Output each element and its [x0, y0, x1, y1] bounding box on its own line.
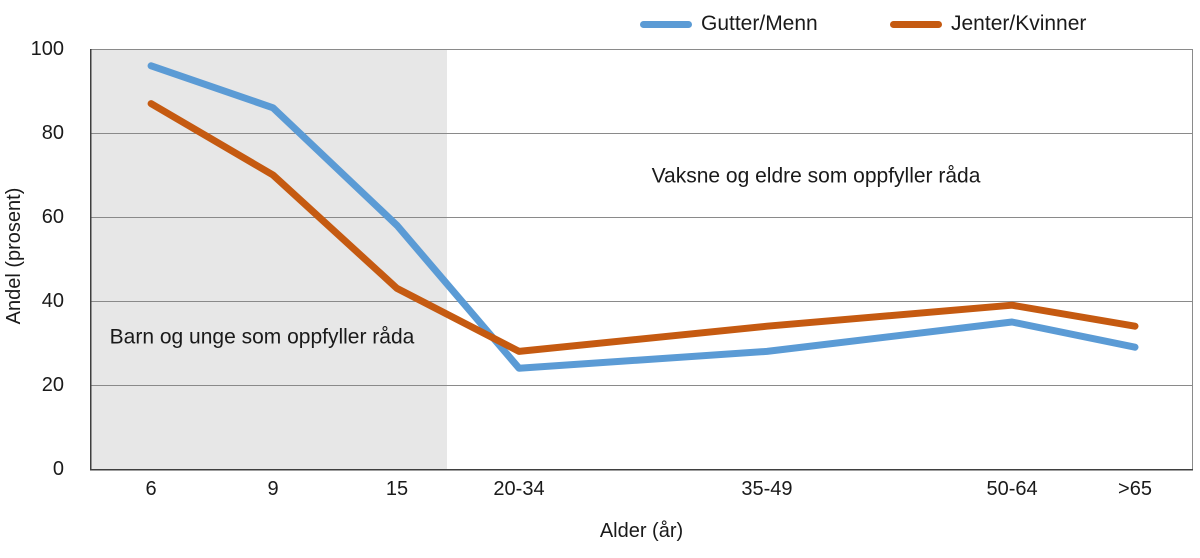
series-line-0 [147, 62, 1139, 372]
legend-item-jenter-kvinner: Jenter/Kvinner [890, 11, 1086, 37]
legend-label-gutter-menn: Gutter/Menn [701, 12, 818, 35]
y-tick-label: 80 [41, 122, 64, 144]
legend-label-jenter-kvinner: Jenter/Kvinner [951, 12, 1087, 35]
x-tick-label: 9 [267, 478, 279, 500]
annotation-children: Barn og unge som oppfyller råda [109, 325, 415, 349]
shaded-region-children [90, 49, 447, 469]
y-axis-title: Andel (prosent) [3, 187, 25, 325]
y-tick-label: 20 [41, 374, 64, 396]
x-tick-label: 6 [145, 478, 157, 500]
series-line-1 [147, 100, 1139, 355]
x-axis-title: Alder (år) [599, 520, 684, 542]
annotation-adults: Vaksne og eldre som oppfyller råda [651, 164, 981, 188]
legend-swatch-blue-line [640, 20, 692, 28]
x-tick-label: >65 [1118, 478, 1152, 500]
y-tick-label: 100 [30, 38, 64, 60]
x-tick-label: 50-64 [986, 478, 1038, 500]
y-tick-label: 40 [41, 290, 64, 312]
x-tick-label: 15 [385, 478, 409, 500]
x-tick-label: 20-34 [493, 478, 545, 500]
y-tick-label: 0 [52, 458, 64, 480]
y-tick-label: 60 [41, 206, 64, 228]
x-tick-label: 35-49 [741, 478, 793, 500]
legend-swatch-orange-line [890, 20, 942, 28]
legend-item-gutter-menn: Gutter/Menn [640, 11, 818, 37]
